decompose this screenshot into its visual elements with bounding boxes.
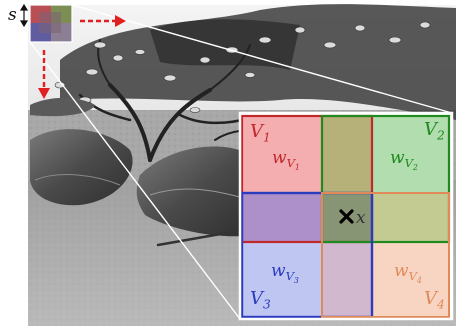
cell-v1-label: V1: [250, 121, 271, 145]
cell-v4-weight: wV4: [394, 261, 422, 285]
scale-arrow: [19, 3, 29, 28]
sample-point: [339, 209, 354, 224]
cell-v4-label: V4: [424, 288, 445, 312]
cell-v2-label: V2: [424, 119, 445, 143]
shift-arrows: [38, 15, 126, 99]
cell-v3-label: V3: [250, 288, 271, 312]
scale-label: s: [8, 5, 17, 25]
cell-v2-weight: wV2: [390, 148, 418, 172]
sample-point-label: x: [356, 208, 366, 228]
small-patch: [29, 4, 73, 43]
zoom-lines: [29, 4, 453, 320]
cell-v3-weight: wV3: [271, 261, 299, 285]
cell-v1-weight: wV1: [272, 148, 300, 172]
